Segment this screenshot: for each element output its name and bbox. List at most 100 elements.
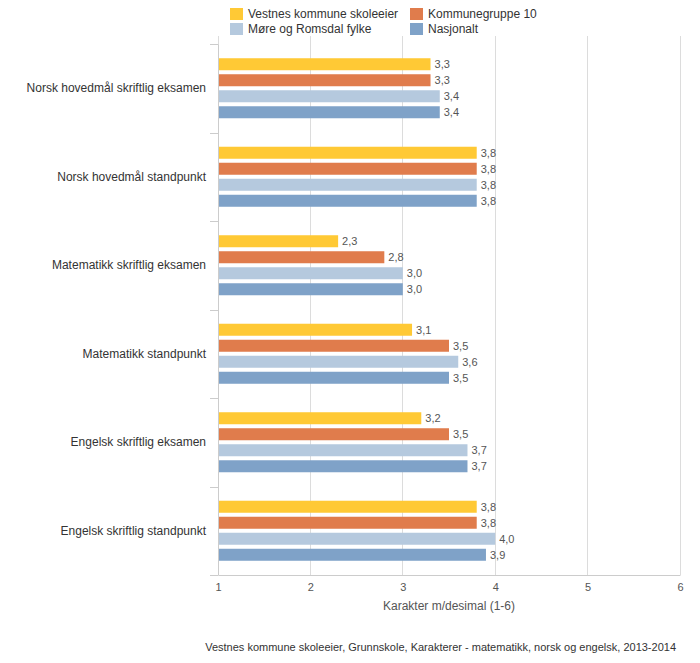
legend-label: Nasjonalt: [428, 22, 479, 36]
x-tick: 2: [308, 575, 314, 593]
x-tick: 3: [400, 575, 406, 593]
y-tick: Engelsk skriftlig standpunkt: [61, 524, 218, 538]
x-tick-label: 2: [308, 581, 314, 593]
bars: [218, 58, 495, 561]
y-tick-label: Matematikk standpunkt: [83, 347, 207, 361]
legend-swatch: [410, 23, 423, 35]
data-label: 3,8: [481, 163, 496, 175]
grid-line: [495, 36, 496, 575]
legend-label: Kommunegruppe 10: [428, 7, 537, 21]
annotation: Vestnes kommune skoleeier, Grunnskole, K…: [205, 641, 676, 653]
legend-item: Vestnes kommune skoleeier: [230, 7, 398, 21]
data-label: 3,7: [471, 460, 486, 472]
bar: [218, 195, 477, 207]
x-tick-label: 6: [677, 581, 683, 593]
category-separator: [210, 44, 218, 45]
grid-line: [218, 36, 219, 575]
legend-swatch: [410, 8, 423, 20]
data-label: 3,5: [453, 340, 468, 352]
bar: [218, 340, 449, 352]
data-labels: 3,33,82,33,13,23,83,33,82,83,53,53,83,43…: [342, 58, 514, 561]
data-label: 3,8: [481, 501, 496, 513]
grid: [218, 36, 680, 575]
chart: 3,33,82,33,13,23,83,33,82,83,53,53,83,43…: [0, 0, 700, 663]
category-separators: [210, 45, 218, 576]
bar: [218, 74, 431, 86]
bar: [218, 283, 403, 295]
data-label: 3,0: [407, 267, 422, 279]
x-tick-label: 4: [493, 581, 499, 593]
data-label: 3,7: [471, 444, 486, 456]
legend-label: Vestnes kommune skoleeier: [248, 7, 398, 21]
bar: [218, 267, 403, 279]
x-axis: 1 2 3 4 5 6: [215, 575, 683, 593]
bar: [218, 106, 440, 118]
bar: [218, 58, 431, 70]
bar: [218, 324, 412, 336]
data-label: 3,1: [416, 324, 431, 336]
y-tick-label: Norsk hovedmål standpunkt: [57, 170, 206, 184]
legend-label: Møre og Romsdal fylke: [248, 22, 372, 36]
bar: [218, 372, 449, 384]
category-separator: [210, 487, 218, 488]
legend-swatch: [230, 23, 243, 35]
data-label: 3,5: [453, 428, 468, 440]
category-separator: [210, 575, 218, 576]
grid-line: [587, 36, 588, 575]
y-axis: Norsk hovedmål skriftlig eksamen Norsk ho…: [27, 45, 219, 576]
bar: [218, 517, 477, 529]
bar: [218, 428, 449, 440]
data-label: 4,0: [499, 533, 514, 545]
data-label: 3,3: [435, 58, 450, 70]
bar: [218, 163, 477, 175]
category-separator: [210, 398, 218, 399]
data-label: 3,2: [425, 412, 440, 424]
bar: [218, 549, 486, 561]
y-tick: Norsk hovedmål standpunkt: [57, 170, 218, 184]
x-axis-line: [219, 575, 681, 576]
legend-swatch: [230, 8, 243, 20]
data-label: 3,4: [444, 90, 459, 102]
x-tick: 4: [493, 575, 499, 593]
data-label: 3,8: [481, 147, 496, 159]
bar: [218, 533, 495, 545]
y-tick-label: Matematikk skriftlig eksamen: [52, 258, 206, 272]
y-tick-label: Norsk hovedmål skriftlig eksamen: [27, 81, 206, 95]
bar: [218, 444, 467, 456]
bar: [218, 501, 477, 513]
x-axis-title: Karakter m/desimal (1-6): [383, 599, 515, 613]
x-tick: 6: [677, 575, 683, 593]
x-tick-label: 5: [585, 581, 591, 593]
bar: [218, 147, 477, 159]
legend-item: Nasjonalt: [410, 22, 479, 36]
data-label: 3,6: [462, 356, 477, 368]
data-label: 3,5: [453, 372, 468, 384]
data-label: 2,8: [388, 251, 403, 263]
y-tick-label: Engelsk skriftlig standpunkt: [61, 524, 207, 538]
category-separator: [210, 133, 218, 134]
category-separator: [210, 221, 218, 222]
bar: [218, 179, 477, 191]
x-tick: 5: [585, 575, 591, 593]
legend-item: Møre og Romsdal fylke: [230, 22, 372, 36]
bar: [218, 412, 421, 424]
y-tick-label: Engelsk skriftlig eksamen: [71, 435, 206, 449]
category-separator: [210, 310, 218, 311]
y-tick: Matematikk skriftlig eksamen: [52, 258, 218, 272]
bar: [218, 460, 467, 472]
data-label: 3,3: [435, 74, 450, 86]
data-label: 3,9: [490, 549, 505, 561]
data-label: 3,4: [444, 106, 459, 118]
data-label: 3,0: [407, 283, 422, 295]
x-tick-label: 3: [400, 581, 406, 593]
y-tick: Norsk hovedmål skriftlig eksamen: [27, 81, 218, 95]
y-axis-line: [218, 45, 219, 576]
legend: Vestnes kommune skoleeier Kommunegruppe 1…: [230, 7, 537, 36]
y-tick: Matematikk standpunkt: [83, 347, 218, 361]
x-tick: 1: [215, 575, 221, 593]
bar: [218, 90, 440, 102]
bar: [218, 356, 458, 368]
data-label: 3,8: [481, 179, 496, 191]
y-tick: Engelsk skriftlig eksamen: [71, 435, 218, 449]
data-label: 3,8: [481, 195, 496, 207]
